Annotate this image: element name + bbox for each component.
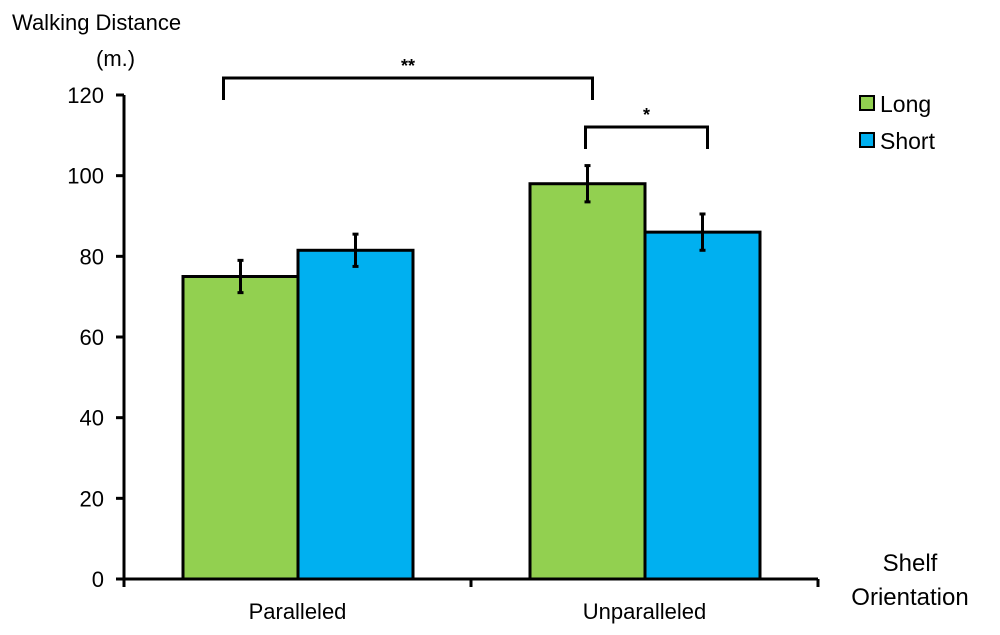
x-axis-label: Shelf Orientation (851, 550, 968, 611)
legend-label-long: Long (880, 91, 931, 117)
bar-short-unparalleled (643, 230, 762, 581)
bar-long-paralleled (181, 275, 300, 581)
bracket-line (584, 125, 709, 149)
legend: Long Short (859, 91, 936, 154)
y-tick-label: 60 (80, 325, 104, 350)
legend-swatch-long (859, 95, 875, 111)
y-axis-label-line-2: (m.) (96, 46, 135, 71)
bracket-line (222, 76, 594, 100)
legend-item-long: Long (859, 91, 931, 117)
significance-annotations: *** (222, 56, 709, 149)
x-tick-label: Paralleled (249, 599, 347, 624)
significance-label: * (643, 105, 650, 125)
x-tick-label: Unparalleled (583, 599, 707, 624)
significance-label: ** (401, 56, 415, 76)
significance-bracket-single: * (584, 105, 709, 149)
legend-swatch-short (859, 132, 875, 148)
y-tick-label: 120 (67, 83, 104, 108)
y-tick-label: 0 (92, 567, 104, 592)
y-axis-label-line-1: Walking Distance (12, 10, 181, 35)
y-axis-label: Walking Distance (m.) (12, 10, 181, 71)
x-axis-label-line-1: Shelf (883, 550, 938, 577)
error-bar-short-paralleled (352, 232, 359, 268)
y-tick-label: 100 (67, 164, 104, 189)
legend-label-short: Short (880, 128, 936, 154)
y-tick-label: 80 (80, 244, 104, 269)
plot-area (181, 164, 762, 581)
x-axis-label-line-2: Orientation (851, 584, 968, 611)
legend-item-short: Short (859, 128, 936, 154)
y-tick-label: 20 (80, 486, 104, 511)
bar-short-paralleled (296, 248, 415, 581)
significance-bracket-double: ** (222, 56, 594, 100)
error-bar-long-paralleled (237, 258, 244, 295)
bar-long-unparalleled (528, 182, 647, 581)
axes: 0 20 40 60 80 100 120 Paralleled Unparalleled (67, 83, 820, 624)
y-tick-label: 40 (80, 406, 104, 431)
error-bar-short-unparalleled (699, 212, 706, 252)
error-bar-long-unparalleled (584, 164, 591, 204)
